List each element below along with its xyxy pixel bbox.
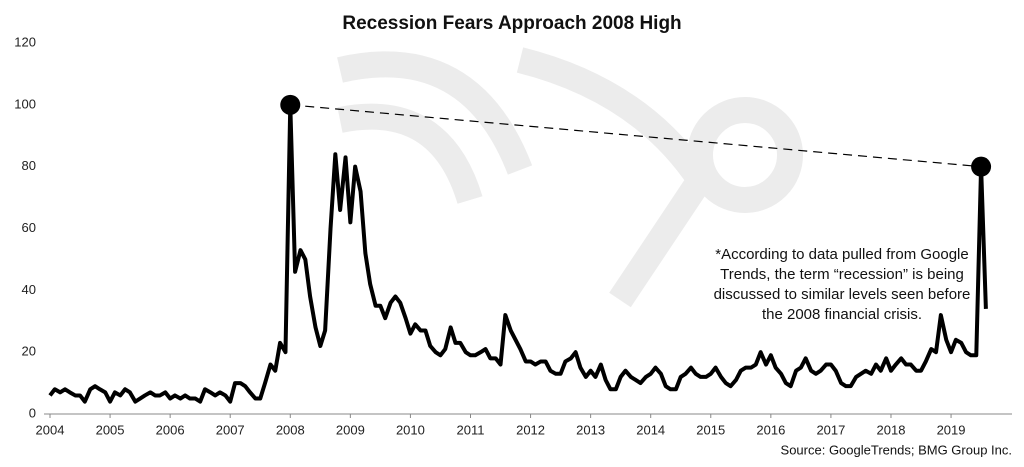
y-tick-label: 120: [14, 34, 36, 49]
x-tick-label: 2019: [937, 422, 966, 437]
watermark-arc: [337, 51, 533, 175]
x-tick-label: 2018: [877, 422, 906, 437]
annotation-line: *According to data pulled from Google: [715, 246, 968, 263]
chart-title: Recession Fears Approach 2008 High: [342, 13, 681, 34]
annotation-line: Trends, the term “recession” is being: [720, 266, 964, 283]
x-tick-label: 2016: [756, 422, 785, 437]
watermark-circle: [687, 97, 803, 213]
x-tick-label: 2009: [336, 422, 365, 437]
x-tick-label: 2013: [576, 422, 605, 437]
x-tick-label: 2015: [696, 422, 725, 437]
watermark-arc: [337, 103, 483, 204]
y-tick-label: 40: [22, 282, 36, 297]
trend-dash: [290, 104, 982, 168]
x-tick-label: 2006: [156, 422, 185, 437]
source: Source: GoogleTrends; BMG Group Inc.: [781, 442, 1012, 457]
y-tick-label: 80: [22, 158, 36, 173]
x-tick-label: 2012: [516, 422, 545, 437]
peak-marker: [280, 94, 301, 115]
y-tick-label: 0: [29, 405, 36, 420]
series-line: [48, 102, 988, 404]
watermark: [337, 47, 803, 308]
y-tick-label: 60: [22, 220, 36, 235]
x-tick-label: 2004: [36, 422, 65, 437]
annotation: *According to data pulled from Google Tr…: [714, 246, 971, 323]
x-tick-label: 2008: [276, 422, 305, 437]
y-tick-label: 20: [22, 344, 36, 359]
x-tick-label: 2011: [457, 422, 485, 437]
x-tick-label: 2005: [96, 422, 125, 437]
x-tick-label: 2007: [216, 422, 245, 437]
y-tick-label: 100: [14, 96, 36, 111]
x-tick-label: 2017: [816, 422, 845, 437]
peak-marker: [971, 156, 992, 177]
watermark-arc: [516, 47, 716, 308]
x-tick-label: 2010: [396, 422, 425, 437]
annotation-line: the 2008 financial crisis.: [762, 306, 922, 323]
x-tick-label: 2014: [636, 422, 665, 437]
annotation-line: discussed to similar levels seen before: [714, 286, 971, 303]
